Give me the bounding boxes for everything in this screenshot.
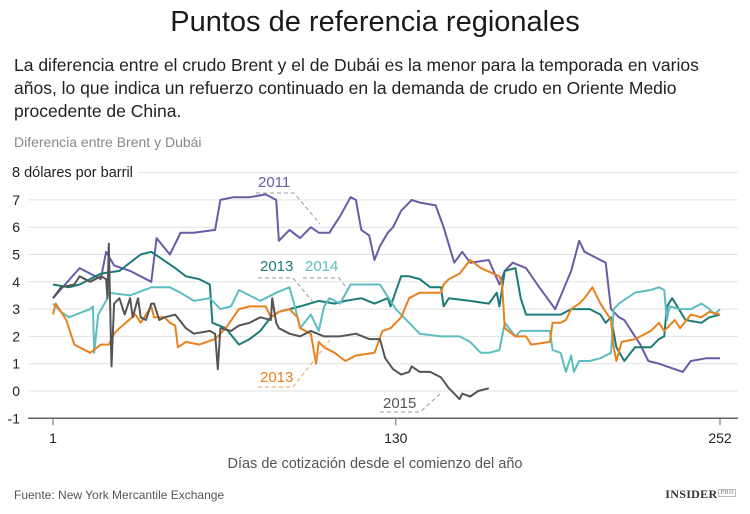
- y-tick-label: 5: [12, 247, 20, 263]
- annotation-label-2013-orange: 2013: [260, 369, 293, 386]
- annotation-leader-2014: [303, 277, 349, 291]
- ylabel-background: [8, 160, 138, 180]
- annotation-leader-2015: [380, 393, 441, 413]
- annotation-2013-orange: 2013: [258, 339, 331, 388]
- gridlines: [28, 172, 738, 392]
- y-tick-label: 0: [12, 383, 20, 399]
- series-line-2011-0: [52, 193, 720, 373]
- x-axis: 1 130 252: [28, 417, 738, 446]
- x-tick-label: 252: [708, 430, 732, 446]
- x-axis-label: Días de cotización desde el comienzo del…: [227, 456, 522, 472]
- series-line-2015-4: [52, 242, 490, 401]
- annotation-label-2015: 2015: [383, 395, 416, 412]
- y-tick-label: 1: [12, 356, 20, 372]
- y-tick-label: 4: [12, 274, 20, 290]
- chart-subtitle: La diferencia entre el crudo Brent y el …: [14, 55, 699, 121]
- series-lines: [52, 193, 721, 401]
- page-title: Puntos de referencia regionales: [170, 6, 580, 38]
- series-line-2014-2: [52, 283, 721, 373]
- chart-kicker: Diferencia entre Brent y Dubái: [14, 134, 202, 150]
- annotation-2011: 2011: [256, 174, 321, 225]
- x-tick-label: 130: [384, 430, 408, 446]
- annotation-label-2014: 2014: [305, 258, 338, 275]
- annotation-label-2011: 2011: [258, 174, 290, 191]
- annotation-2014: 2014: [303, 258, 349, 291]
- series-line-2013-1: [52, 250, 721, 362]
- y-tick-labels: -1 0 1 2 3 4 5 6 7: [8, 192, 21, 426]
- y-tick-label: 3: [12, 301, 20, 317]
- y-tick-label: 7: [12, 192, 20, 208]
- annotation-2013-teal: 2013: [258, 258, 314, 303]
- annotation-leader-2011: [256, 192, 321, 225]
- annotation-2015: 2015: [380, 393, 441, 413]
- y-axis-label: 8 dólares por barril: [12, 165, 133, 181]
- logo-text: INSIDER: [665, 487, 718, 501]
- y-tick-label: 6: [12, 219, 20, 235]
- source-note: Fuente: New York Mercantile Exchange: [14, 488, 225, 502]
- y-tick-label: -1: [8, 410, 21, 426]
- x-tick-label: 1: [49, 430, 57, 446]
- logo-badge: PRO: [718, 489, 736, 497]
- annotation-leader-2013-orange: [258, 339, 331, 388]
- y-tick-label: 2: [12, 328, 20, 344]
- annotation-label-2013-teal: 2013: [260, 258, 293, 275]
- annotation-leader-2013-teal: [258, 277, 314, 303]
- insider-pro-logo: INSIDER PRO: [665, 487, 736, 502]
